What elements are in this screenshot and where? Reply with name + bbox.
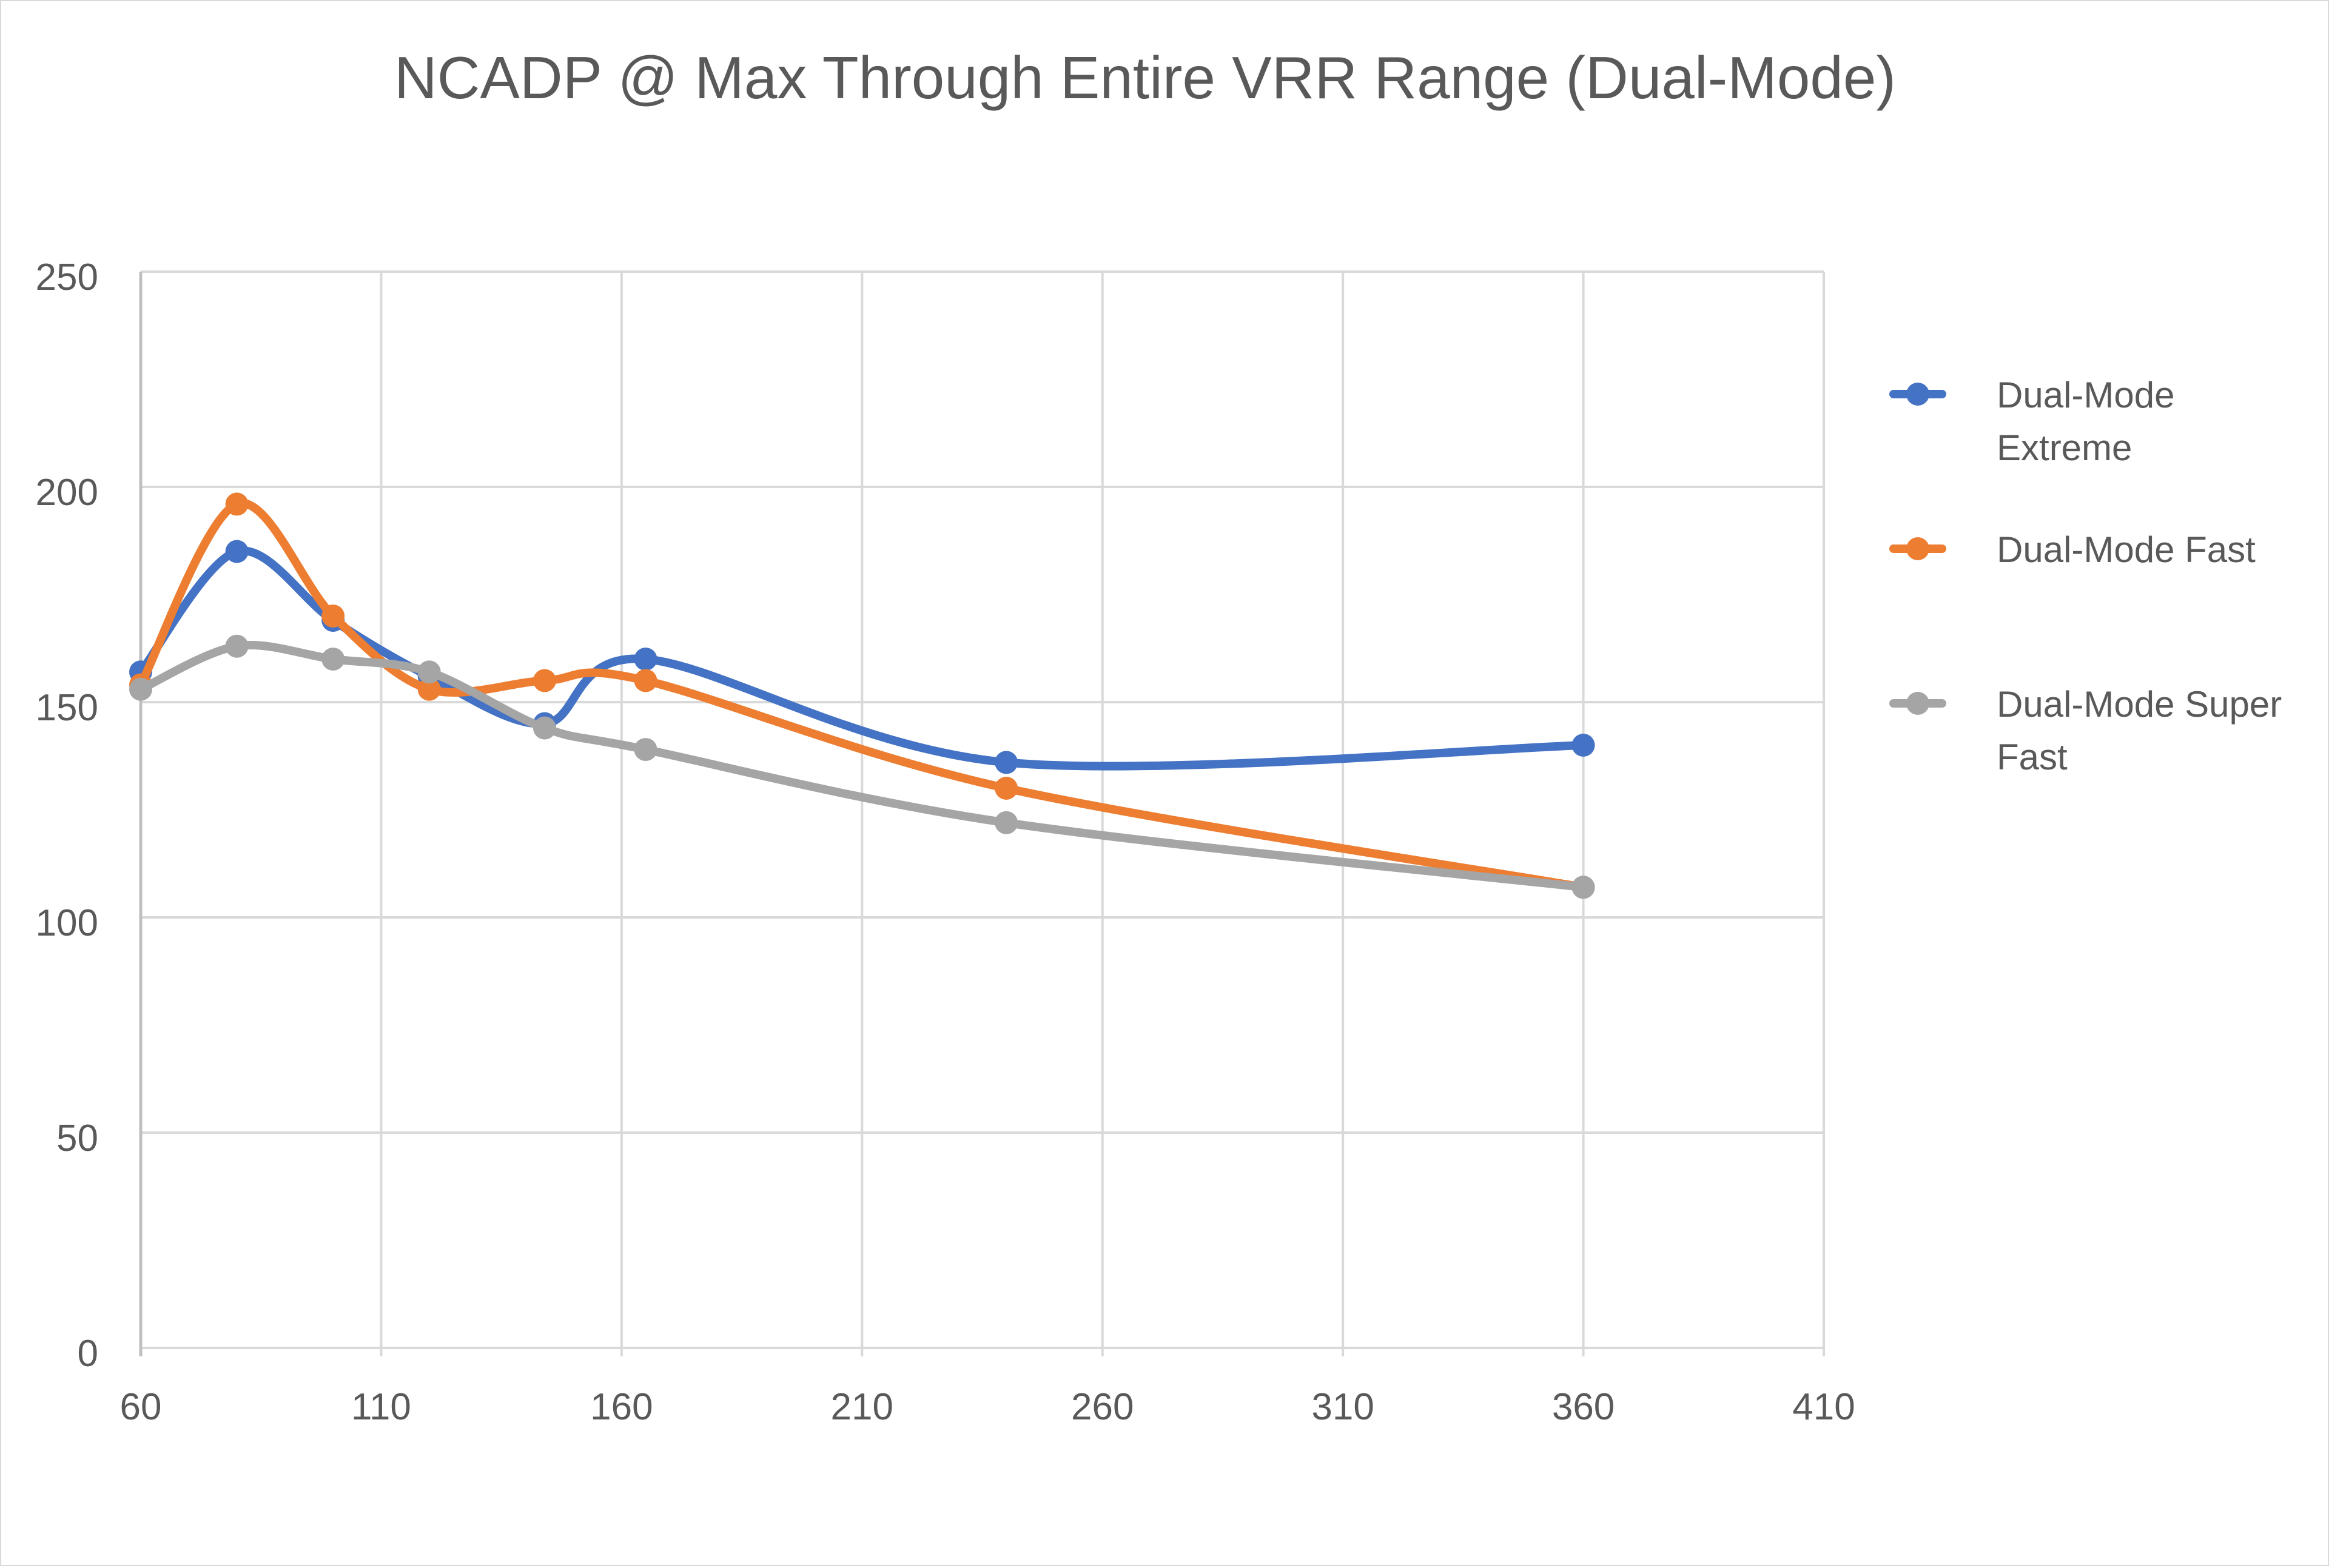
y-tick-label: 50 xyxy=(56,1117,98,1159)
x-tick-label: 410 xyxy=(1792,1386,1855,1428)
data-point xyxy=(321,605,345,628)
data-point xyxy=(634,738,657,762)
y-tick-label: 200 xyxy=(36,472,98,514)
data-point xyxy=(1571,876,1595,899)
data-point xyxy=(225,492,249,516)
legend-label: Fast xyxy=(1997,737,2068,777)
x-tick-label: 260 xyxy=(1071,1386,1134,1428)
legend-item: Dual-Mode Fast xyxy=(1889,529,2256,570)
series-line xyxy=(136,641,1588,892)
series-line xyxy=(136,546,1588,771)
legend-marker-icon xyxy=(1906,383,1929,406)
data-point xyxy=(417,677,441,701)
legend-label: Dual-Mode Fast xyxy=(1997,529,2256,570)
data-point xyxy=(533,669,556,692)
legend-item: Dual-Mode Super Fast xyxy=(1889,684,2282,777)
chart-title: NCADP @ Max Through Entire VRR Range (Du… xyxy=(394,44,1896,111)
legend-marker-icon xyxy=(1906,692,1929,715)
gridlines xyxy=(139,270,1825,1356)
tick-labels: 0 50 100 150 200 250 60 110 160 210 260 310 360 410 xyxy=(36,256,1855,1428)
legend-label: Dual-Mode xyxy=(1997,375,2174,415)
data-point xyxy=(321,648,345,671)
y-tick-label: 150 xyxy=(36,687,98,729)
data-point xyxy=(1571,734,1595,757)
x-tick-label: 310 xyxy=(1311,1386,1374,1428)
data-point xyxy=(634,669,657,692)
x-tick-label: 60 xyxy=(120,1386,162,1428)
y-tick-label: 0 xyxy=(78,1333,98,1375)
data-point xyxy=(634,648,657,671)
legend-item: Dual-Mode Extreme xyxy=(1889,375,2174,468)
legend-label: Dual-Mode Super xyxy=(1997,684,2282,725)
y-tick-label: 100 xyxy=(36,902,98,944)
data-point xyxy=(225,540,249,563)
legend: Dual-Mode Extreme Dual-Mode Fast Dual-Mode … xyxy=(1889,375,2282,777)
x-tick-label: 160 xyxy=(590,1386,653,1428)
data-point xyxy=(995,751,1018,774)
data-point xyxy=(533,716,556,740)
y-tick-label: 250 xyxy=(36,256,98,298)
x-tick-label: 360 xyxy=(1552,1386,1615,1428)
data-point xyxy=(995,777,1018,800)
series-dual-mode-super-fast xyxy=(129,634,1595,899)
data-point xyxy=(417,660,441,684)
x-tick-label: 210 xyxy=(831,1386,893,1428)
data-point xyxy=(995,811,1018,834)
legend-marker-icon xyxy=(1906,537,1929,560)
series-group xyxy=(129,492,1595,899)
legend-label: Extreme xyxy=(1997,427,2132,468)
data-point xyxy=(129,677,152,701)
x-tick-label: 110 xyxy=(351,1386,411,1428)
data-point xyxy=(225,634,249,658)
